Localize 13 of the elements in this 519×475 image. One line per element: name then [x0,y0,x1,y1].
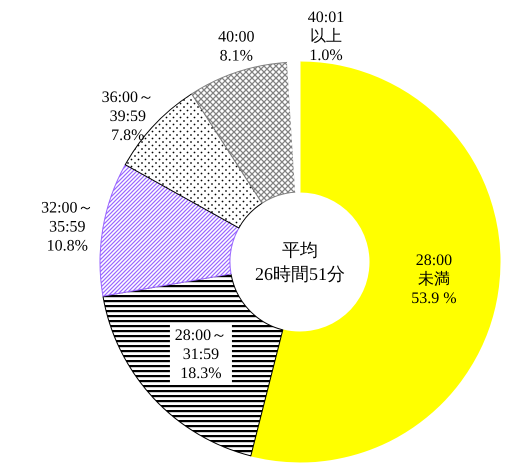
data-label: 8.1% [220,48,253,65]
slice-label: 36:00～39:59 [102,89,154,126]
text: 平均 26時間51分 [255,240,345,284]
slice-label: 28:00～31:59 [174,327,228,364]
data-label: 53.9 % [411,290,457,308]
data-label: 18.3% [180,365,222,382]
data-label: 10.8% [46,238,88,255]
data-label: 7.8% [111,127,144,144]
slice-label: 32:00～35:59 [41,200,94,236]
data-label: 1.0% [309,47,343,64]
slice-label: 28:00未満 [416,252,452,288]
slice-label: 40:01以上 [308,9,344,46]
slice-label: 40:00 [218,28,255,46]
